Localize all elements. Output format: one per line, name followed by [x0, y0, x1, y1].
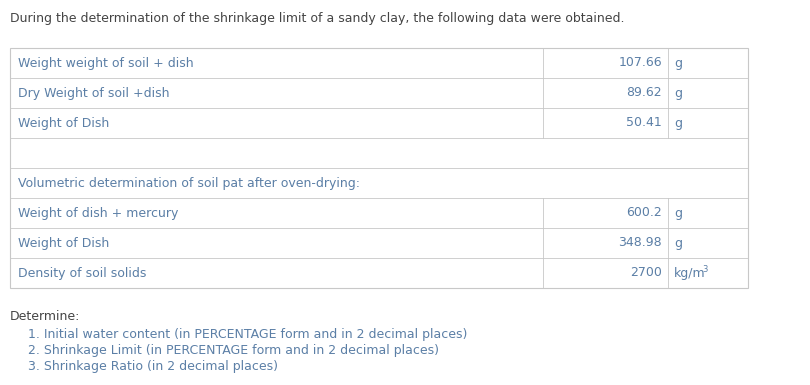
Text: g: g	[674, 57, 682, 70]
Text: 2700: 2700	[630, 266, 662, 280]
Text: Density of soil solids: Density of soil solids	[18, 266, 147, 280]
Text: Weight of Dish: Weight of Dish	[18, 117, 109, 129]
Text: 89.62: 89.62	[626, 87, 662, 99]
Text: Dry Weight of soil +dish: Dry Weight of soil +dish	[18, 87, 169, 99]
Text: Weight of dish + mercury: Weight of dish + mercury	[18, 206, 178, 219]
Text: g: g	[674, 236, 682, 249]
Text: During the determination of the shrinkage limit of a sandy clay, the following d: During the determination of the shrinkag…	[10, 12, 625, 25]
Text: 2. Shrinkage Limit (in PERCENTAGE form and in 2 decimal places): 2. Shrinkage Limit (in PERCENTAGE form a…	[28, 344, 439, 357]
Text: 348.98: 348.98	[618, 236, 662, 249]
Text: Weight of Dish: Weight of Dish	[18, 236, 109, 249]
Text: 1. Initial water content (in PERCENTAGE form and in 2 decimal places): 1. Initial water content (in PERCENTAGE …	[28, 328, 467, 341]
Bar	[10, 48, 748, 288]
Text: 50.41: 50.41	[626, 117, 662, 129]
Text: kg/m: kg/m	[674, 266, 706, 280]
Text: g: g	[674, 117, 682, 129]
Text: 107.66: 107.66	[618, 57, 662, 70]
Text: 600.2: 600.2	[626, 206, 662, 219]
Text: 3. Shrinkage Ratio (in 2 decimal places): 3. Shrinkage Ratio (in 2 decimal places)	[28, 360, 278, 373]
Text: Volumetric determination of soil pat after oven-drying:: Volumetric determination of soil pat aft…	[18, 176, 360, 189]
Text: g: g	[674, 87, 682, 99]
Text: g: g	[674, 206, 682, 219]
Text: 3: 3	[702, 264, 707, 273]
Text: Weight weight of soil + dish: Weight weight of soil + dish	[18, 57, 194, 70]
Text: Determine:: Determine:	[10, 310, 80, 323]
